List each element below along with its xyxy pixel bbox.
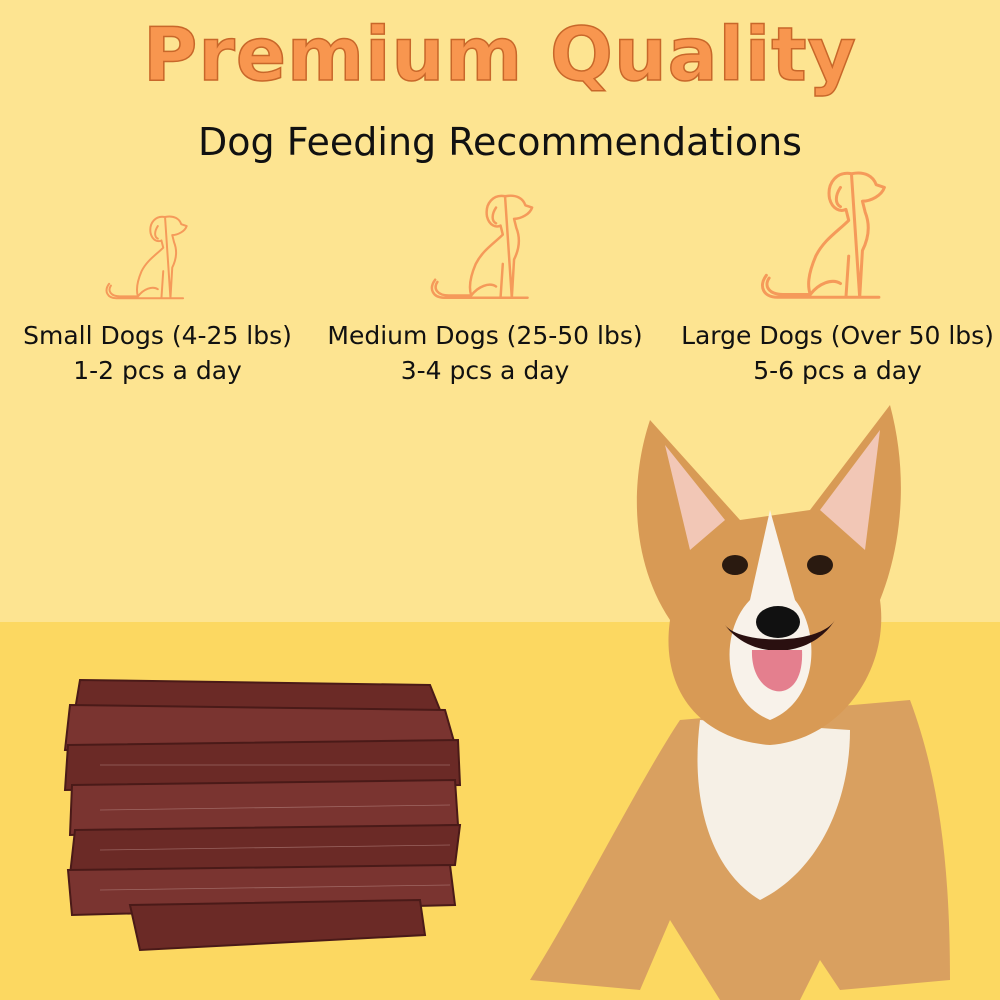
recommendation-large: Large Dogs (Over 50 lbs) 5-6 pcs a day [670, 318, 1000, 388]
feeding-amount: 5-6 pcs a day [753, 356, 922, 385]
feeding-amount: 3-4 pcs a day [400, 356, 570, 385]
recommendation-medium: Medium Dogs (25-50 lbs) 3-4 pcs a day [315, 318, 655, 388]
medium-dog-icon [420, 185, 545, 300]
page-title: Premium Quality [142, 11, 857, 99]
dog-size-label: Medium Dogs (25-50 lbs) [327, 321, 643, 350]
jerky-treats-image [63, 678, 462, 952]
dog-size-label: Large Dogs (Over 50 lbs) [681, 321, 994, 350]
large-dog-icon [748, 160, 900, 300]
page-subtitle: Dog Feeding Recommendations [198, 120, 802, 164]
small-dog-icon [98, 208, 196, 300]
feeding-amount: 1-2 pcs a day [73, 356, 242, 385]
corgi-dog-image [530, 405, 950, 1000]
dog-size-label: Small Dogs (4-25 lbs) [23, 321, 292, 350]
recommendation-small: Small Dogs (4-25 lbs) 1-2 pcs a day [0, 318, 315, 388]
